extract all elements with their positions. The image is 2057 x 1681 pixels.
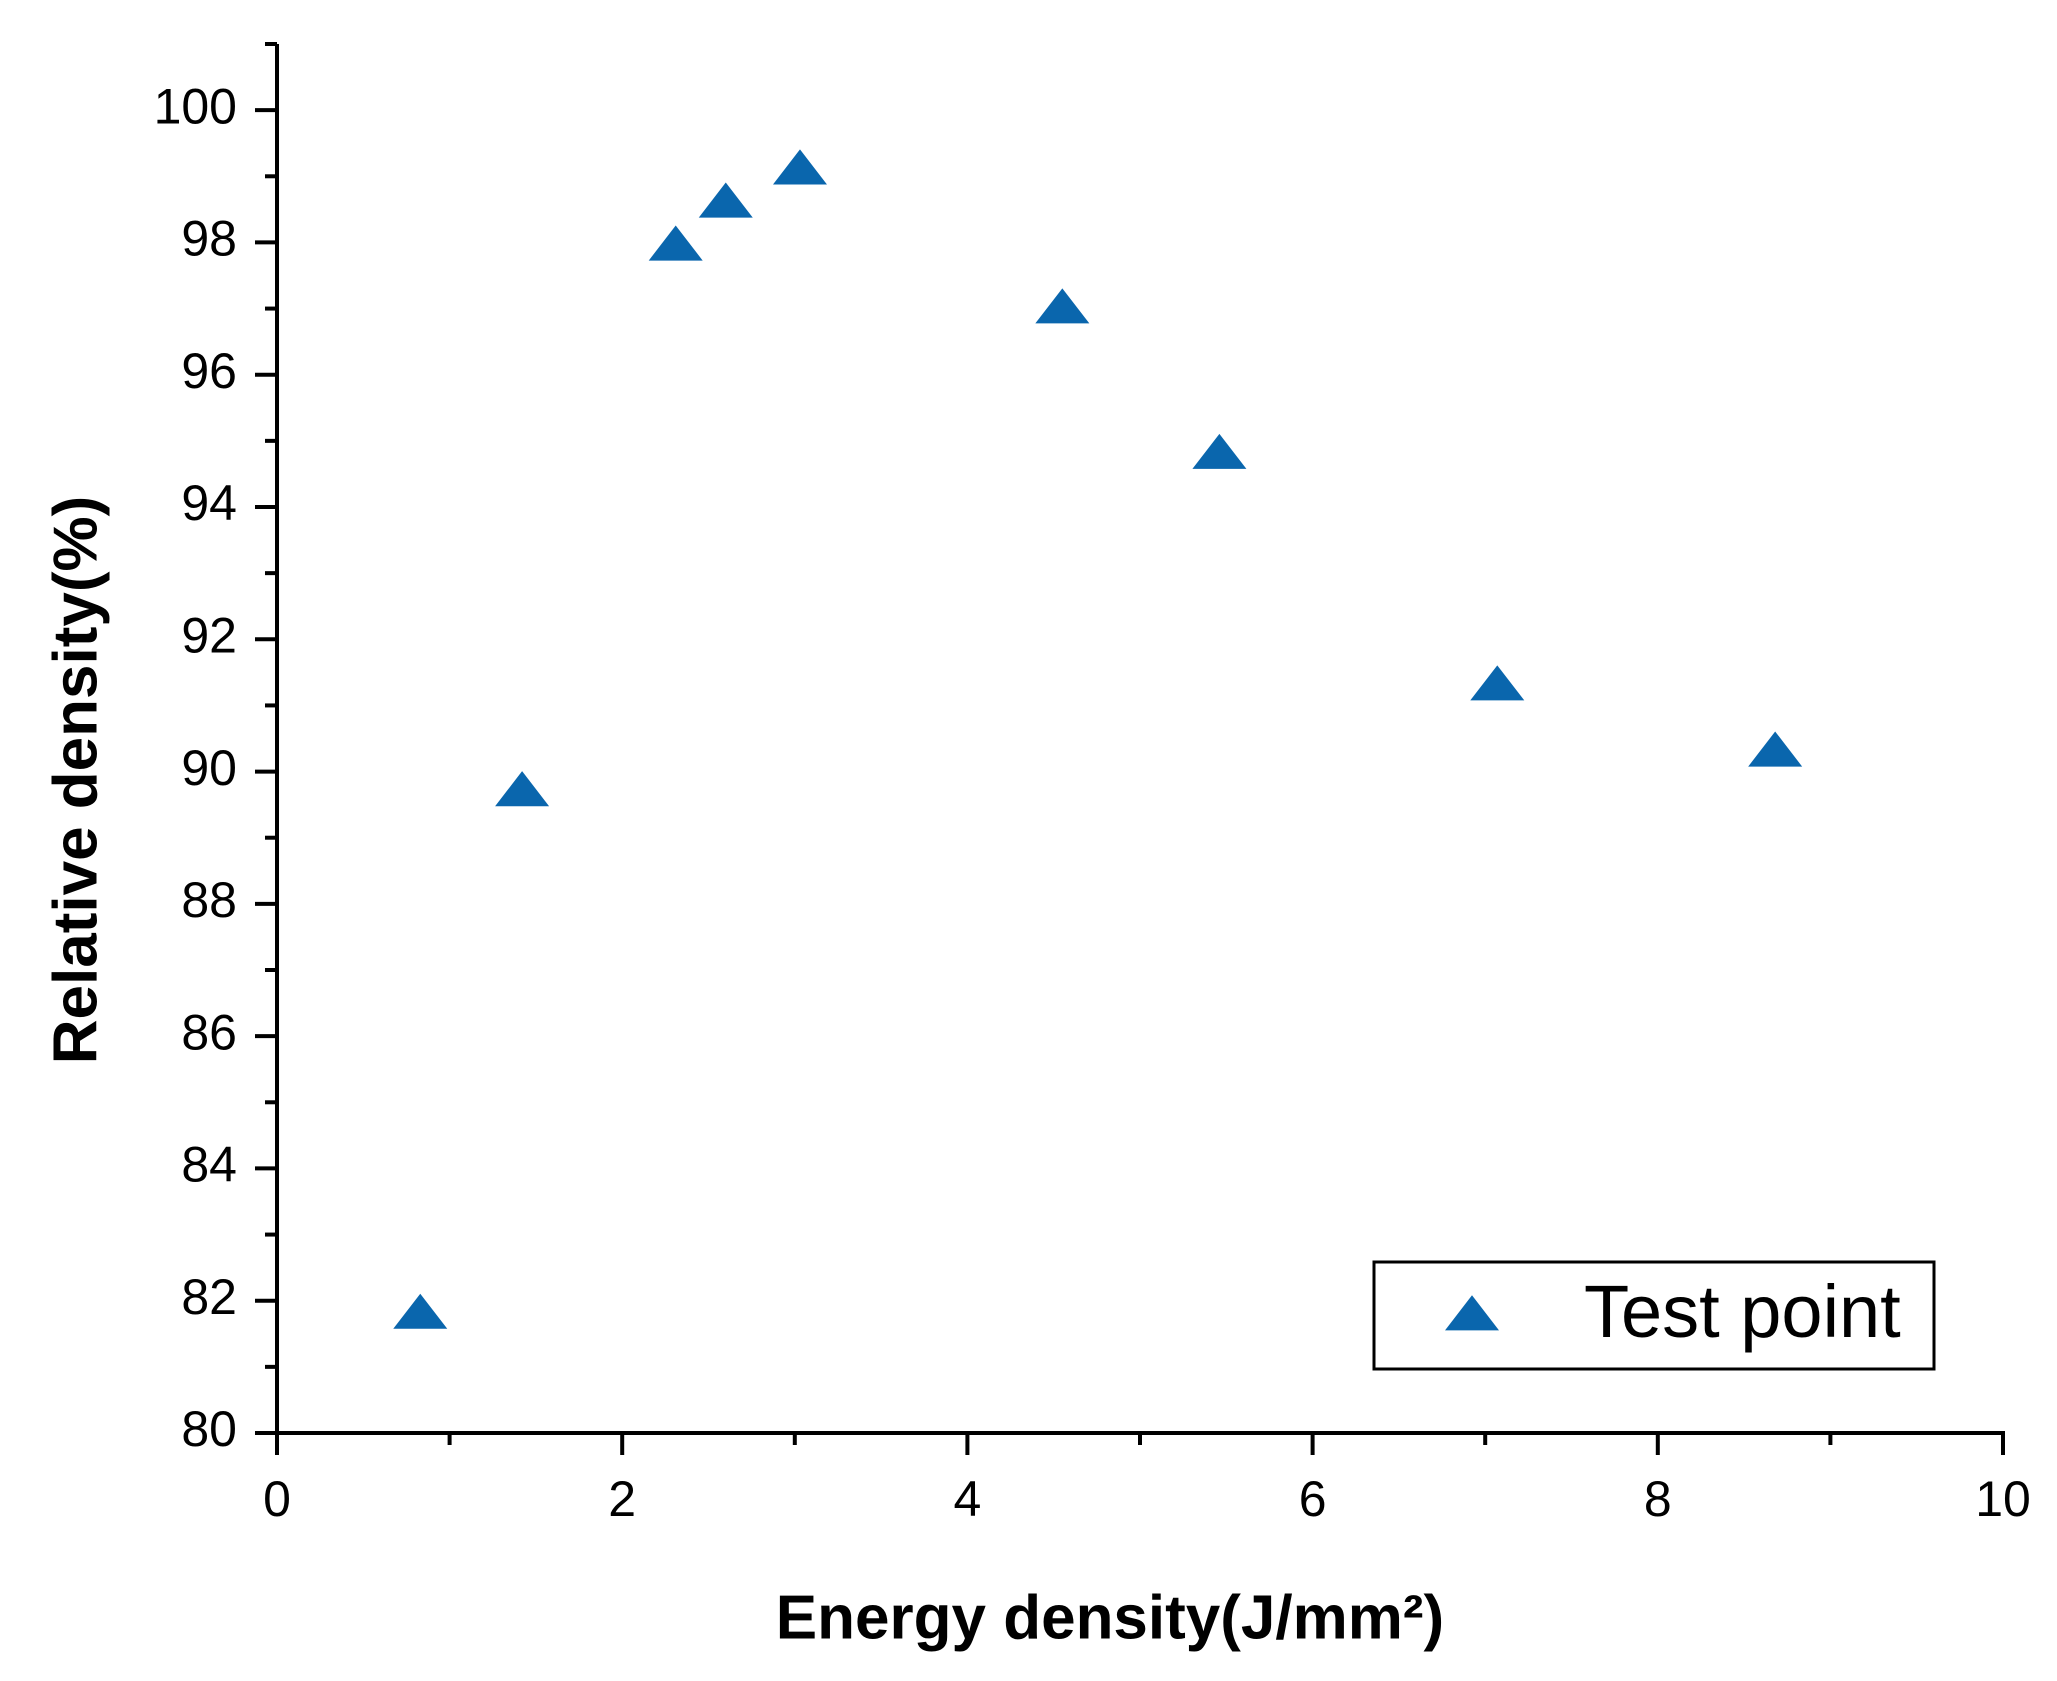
- y-tick-label: 84: [181, 1137, 237, 1193]
- marker: [1470, 665, 1525, 701]
- y-tick-label: 98: [181, 211, 237, 267]
- x-tick-label: 2: [608, 1471, 636, 1527]
- x-axis-title: Energy density(J/mm²): [776, 1583, 1444, 1652]
- marker: [772, 149, 827, 185]
- marker: [648, 225, 703, 261]
- y-tick-label: 80: [181, 1401, 237, 1457]
- marker: [495, 771, 550, 807]
- y-tick-label: 82: [181, 1269, 237, 1325]
- x-tick-label: 4: [953, 1471, 981, 1527]
- x-tick-label: 8: [1644, 1471, 1672, 1527]
- y-tick-label: 86: [181, 1004, 237, 1060]
- marker: [393, 1293, 448, 1329]
- x-tick-label: 0: [263, 1471, 291, 1527]
- marker: [1748, 731, 1803, 767]
- legend-label: Test point: [1584, 1270, 1901, 1353]
- y-tick-label: 92: [181, 607, 237, 663]
- marker: [1035, 288, 1090, 324]
- y-tick-label: 88: [181, 872, 237, 928]
- y-tick-label: 90: [181, 740, 237, 796]
- y-tick-label: 94: [181, 475, 237, 531]
- y-axis-title: Relative density(%): [41, 496, 110, 1065]
- legend-marker: [1445, 1295, 1499, 1331]
- y-tick-label: 100: [154, 78, 237, 134]
- marker: [1192, 433, 1247, 469]
- x-tick-label: 10: [1975, 1471, 2031, 1527]
- marker: [698, 182, 753, 218]
- y-tick-label: 96: [181, 343, 237, 399]
- x-tick-label: 6: [1299, 1471, 1327, 1527]
